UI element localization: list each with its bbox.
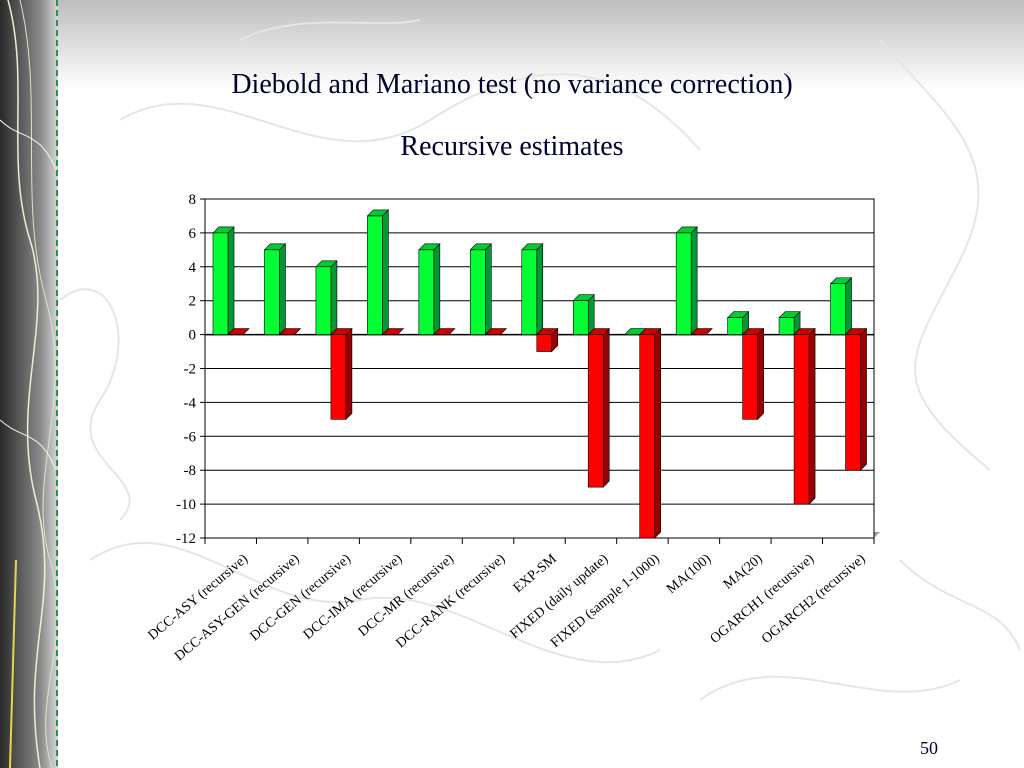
y-tick-label: -4	[184, 395, 197, 411]
bar-red	[741, 327, 765, 421]
contour-lines	[59, 19, 1021, 701]
y-tick-label: 8	[189, 192, 197, 208]
bar-red	[227, 328, 250, 335]
y-tick-label: -8	[184, 463, 197, 479]
bar-red	[330, 327, 353, 421]
bar-green	[675, 226, 698, 336]
y-tick-label: 0	[189, 328, 197, 344]
x-category-label: DCC-MR (recursive)	[356, 551, 457, 639]
bar-green	[778, 310, 801, 336]
y-tick-label: -10	[176, 497, 196, 513]
bar-green	[521, 243, 544, 336]
bar-red	[690, 328, 713, 335]
bar-red	[793, 327, 816, 505]
bar-green	[212, 226, 235, 336]
bar-red	[433, 328, 456, 335]
x-category-label: FIXED (daily update)	[508, 551, 612, 642]
y-tick-label: 2	[189, 294, 197, 310]
bar-green	[469, 243, 493, 336]
bar-green	[263, 243, 287, 336]
bar-green	[572, 293, 595, 336]
x-category-label: MA(20)	[721, 551, 766, 592]
x-category-label: MA(100)	[664, 551, 714, 597]
bar-red	[587, 327, 610, 488]
bar-red	[536, 327, 559, 353]
topographic-side-strip	[0, 0, 58, 768]
bar-red	[381, 328, 405, 335]
bar-green	[366, 209, 390, 336]
bar-red	[278, 328, 302, 335]
bar-green	[418, 243, 441, 336]
slide-number: 50	[920, 738, 938, 758]
y-tick-label: -2	[184, 362, 197, 378]
y-tick-label: 4	[189, 260, 197, 276]
bar-red	[844, 327, 868, 471]
bar-green	[726, 310, 750, 336]
bar-red	[638, 327, 662, 539]
bar-red	[484, 328, 508, 335]
bar-green	[829, 277, 853, 336]
x-category-label: DCC-IMA (recursive)	[301, 551, 406, 642]
y-tick-label: -6	[184, 429, 197, 445]
bar-green	[315, 260, 338, 336]
x-category-label: EXP-SM	[511, 551, 560, 596]
y-tick-label: 6	[189, 226, 197, 242]
chart-title: Recursive estimates	[400, 131, 624, 162]
slide-title: Diebold and Mariano test (no variance co…	[231, 69, 793, 100]
y-tick-label: -12	[176, 531, 196, 547]
top-gradient	[0, 0, 1024, 90]
